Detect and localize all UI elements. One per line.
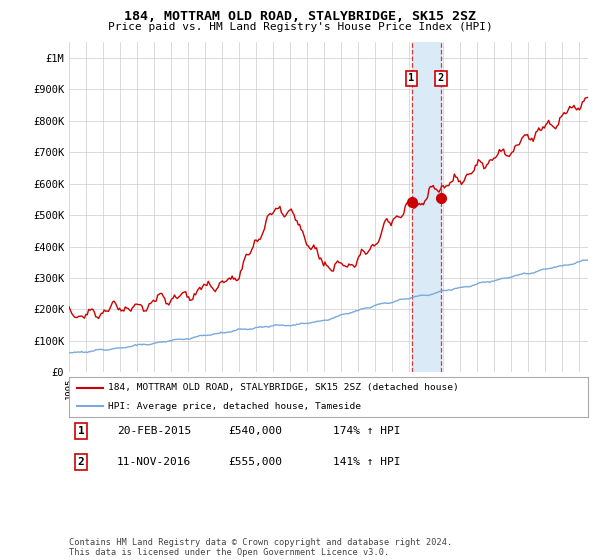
Text: 2: 2 xyxy=(77,457,85,467)
Text: 174% ↑ HPI: 174% ↑ HPI xyxy=(333,426,401,436)
Text: 20-FEB-2015: 20-FEB-2015 xyxy=(117,426,191,436)
Bar xyxy=(412,42,441,372)
Text: 184, MOTTRAM OLD ROAD, STALYBRIDGE, SK15 2SZ: 184, MOTTRAM OLD ROAD, STALYBRIDGE, SK15… xyxy=(124,10,476,23)
Text: 141% ↑ HPI: 141% ↑ HPI xyxy=(333,457,401,467)
Text: Contains HM Land Registry data © Crown copyright and database right 2024.
This d: Contains HM Land Registry data © Crown c… xyxy=(69,538,452,557)
Text: 2: 2 xyxy=(438,73,444,83)
Text: HPI: Average price, detached house, Tameside: HPI: Average price, detached house, Tame… xyxy=(108,402,361,411)
Text: 1: 1 xyxy=(77,426,85,436)
Text: 11-NOV-2016: 11-NOV-2016 xyxy=(117,457,191,467)
Text: £540,000: £540,000 xyxy=(228,426,282,436)
Text: 1: 1 xyxy=(409,73,415,83)
Text: 184, MOTTRAM OLD ROAD, STALYBRIDGE, SK15 2SZ (detached house): 184, MOTTRAM OLD ROAD, STALYBRIDGE, SK15… xyxy=(108,383,458,392)
Text: Price paid vs. HM Land Registry's House Price Index (HPI): Price paid vs. HM Land Registry's House … xyxy=(107,22,493,32)
Text: £555,000: £555,000 xyxy=(228,457,282,467)
